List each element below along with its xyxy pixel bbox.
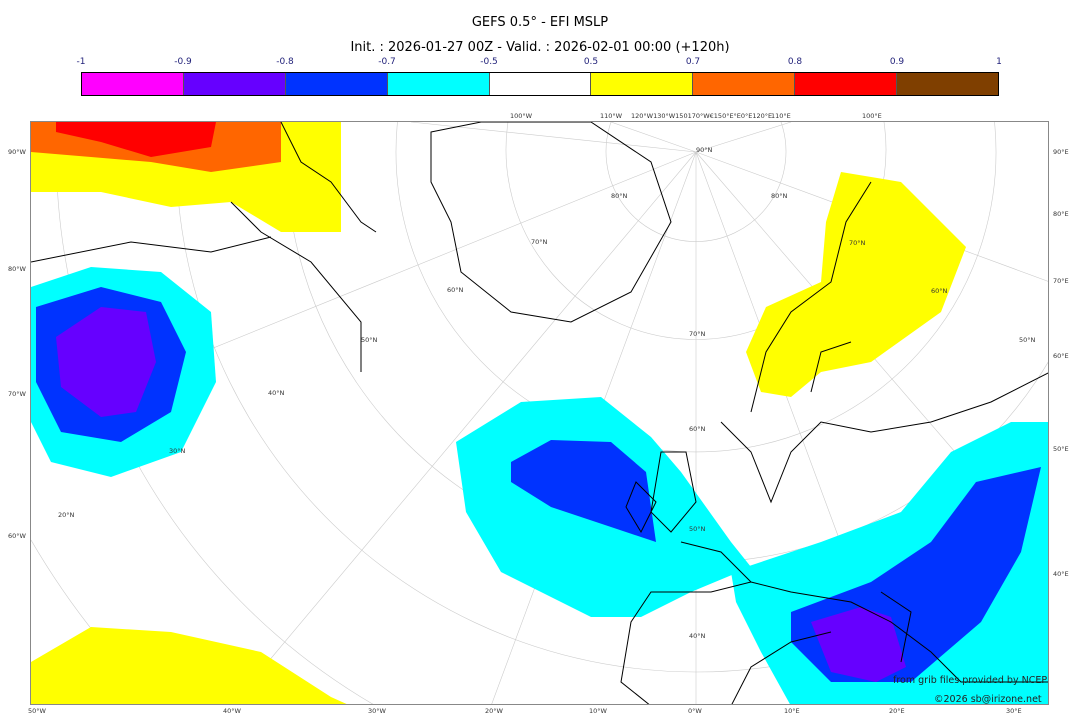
efi-field bbox=[31, 122, 1048, 704]
colorbar bbox=[81, 72, 999, 96]
efi-contour--0.9 bbox=[56, 307, 156, 417]
colorbar-tick: 0.7 bbox=[685, 57, 701, 67]
efi-contour-0.8 bbox=[56, 122, 216, 157]
colorbar-segment bbox=[387, 73, 490, 95]
graticule-label-left: 60°W bbox=[8, 532, 26, 540]
graticule-label-right: 60°E bbox=[1053, 352, 1069, 360]
graticule-label-bottom: 40°W bbox=[223, 707, 241, 715]
colorbar-tick: -0.9 bbox=[174, 57, 192, 67]
lat-label: 30°N bbox=[169, 447, 186, 455]
map-subtitle: Init. : 2026-01-27 00Z - Valid. : 2026-0… bbox=[350, 40, 730, 55]
lat-label: 50°N bbox=[361, 336, 378, 344]
graticule-label-bottom: 10°W bbox=[589, 707, 607, 715]
graticule-label-bottom: 30°E bbox=[1006, 707, 1022, 715]
map-panel: 90°N 80°N 70°N 60°N 50°N 40°N 30°N 20°N … bbox=[30, 121, 1049, 705]
data-credit: from grib files provided by NCEP bbox=[893, 675, 1048, 686]
graticule-label-top: 100°E bbox=[862, 112, 882, 120]
graticule-label-right: 80°E bbox=[1053, 210, 1069, 218]
colorbar-segment bbox=[285, 73, 388, 95]
colorbar-segment bbox=[489, 73, 592, 95]
efi-contour--0.8 bbox=[511, 440, 656, 542]
colorbar-tick: -0.7 bbox=[378, 57, 396, 67]
colorbar-tick: 1 bbox=[996, 57, 1002, 67]
graticule-label-bottom: 50°W bbox=[28, 707, 46, 715]
colorbar-tick: 0.8 bbox=[787, 57, 803, 67]
graticule-label-right: 70°E bbox=[1053, 277, 1069, 285]
graticule-label-left: 70°W bbox=[8, 390, 26, 398]
colorbar-tick: 0.9 bbox=[889, 57, 905, 67]
lat-label: 60°N bbox=[689, 425, 706, 433]
lat-label: 40°N bbox=[268, 389, 285, 397]
lat-label: 20°N bbox=[58, 511, 75, 519]
colorbar-segment bbox=[591, 73, 694, 95]
colorbar-segment bbox=[795, 73, 898, 95]
copyright: ©2026 sb@irizone.net bbox=[934, 694, 1042, 705]
colorbar-segment bbox=[82, 73, 184, 95]
coastlines bbox=[31, 122, 1048, 704]
graticule-label-right: 50°E bbox=[1053, 445, 1069, 453]
lat-label: 90°N bbox=[696, 146, 713, 154]
graticule-label-bottom: 0°W bbox=[688, 707, 702, 715]
lat-label: 60°N bbox=[447, 286, 464, 294]
lat-label: 70°N bbox=[689, 330, 706, 338]
graticule-label-bottom: 10°E bbox=[784, 707, 800, 715]
graticule-label-right: 90°E bbox=[1053, 148, 1069, 156]
colorbar-segment bbox=[693, 73, 796, 95]
graticule-label-bottom: 30°W bbox=[368, 707, 386, 715]
graticule-label-right: 40°E bbox=[1053, 570, 1069, 578]
graticule-label-bottom: 20°E bbox=[889, 707, 905, 715]
colorbar-tick: -0.5 bbox=[480, 57, 498, 67]
graticule-label-top: 110°E bbox=[771, 112, 791, 120]
efi-contour--0.9 bbox=[811, 607, 906, 682]
lat-label: 70°N bbox=[849, 239, 866, 247]
efi-contour-0.5 bbox=[31, 627, 347, 704]
lat-label: 70°N bbox=[531, 238, 548, 246]
colorbar-segment bbox=[183, 73, 286, 95]
lat-label: 40°N bbox=[689, 632, 706, 640]
lat-label: 60°N bbox=[931, 287, 948, 295]
lat-label: 50°N bbox=[689, 525, 706, 533]
colorbar-tick: 0.5 bbox=[583, 57, 599, 67]
colorbar-tick: -0.8 bbox=[276, 57, 294, 67]
graticule-label-bottom: 20°W bbox=[485, 707, 503, 715]
lat-label: 80°N bbox=[611, 192, 628, 200]
graticule-label-top: 100°W bbox=[510, 112, 533, 120]
colorbar-segment bbox=[897, 73, 999, 95]
map-title: GEFS 0.5° - EFI MSLP bbox=[471, 15, 609, 30]
lat-label: 80°N bbox=[771, 192, 788, 200]
efi-contour-0.5 bbox=[746, 172, 966, 397]
colorbar-tick: -1 bbox=[76, 57, 86, 67]
graticule-label-left: 90°W bbox=[8, 148, 26, 156]
graticule-label-top: 110°W bbox=[600, 112, 623, 120]
graticule-label-left: 80°W bbox=[8, 265, 26, 273]
lat-label: 50°N bbox=[1019, 336, 1036, 344]
graticule-label-top: 120°W130°W150170°W€150°E°E0°E120°E bbox=[631, 112, 773, 120]
